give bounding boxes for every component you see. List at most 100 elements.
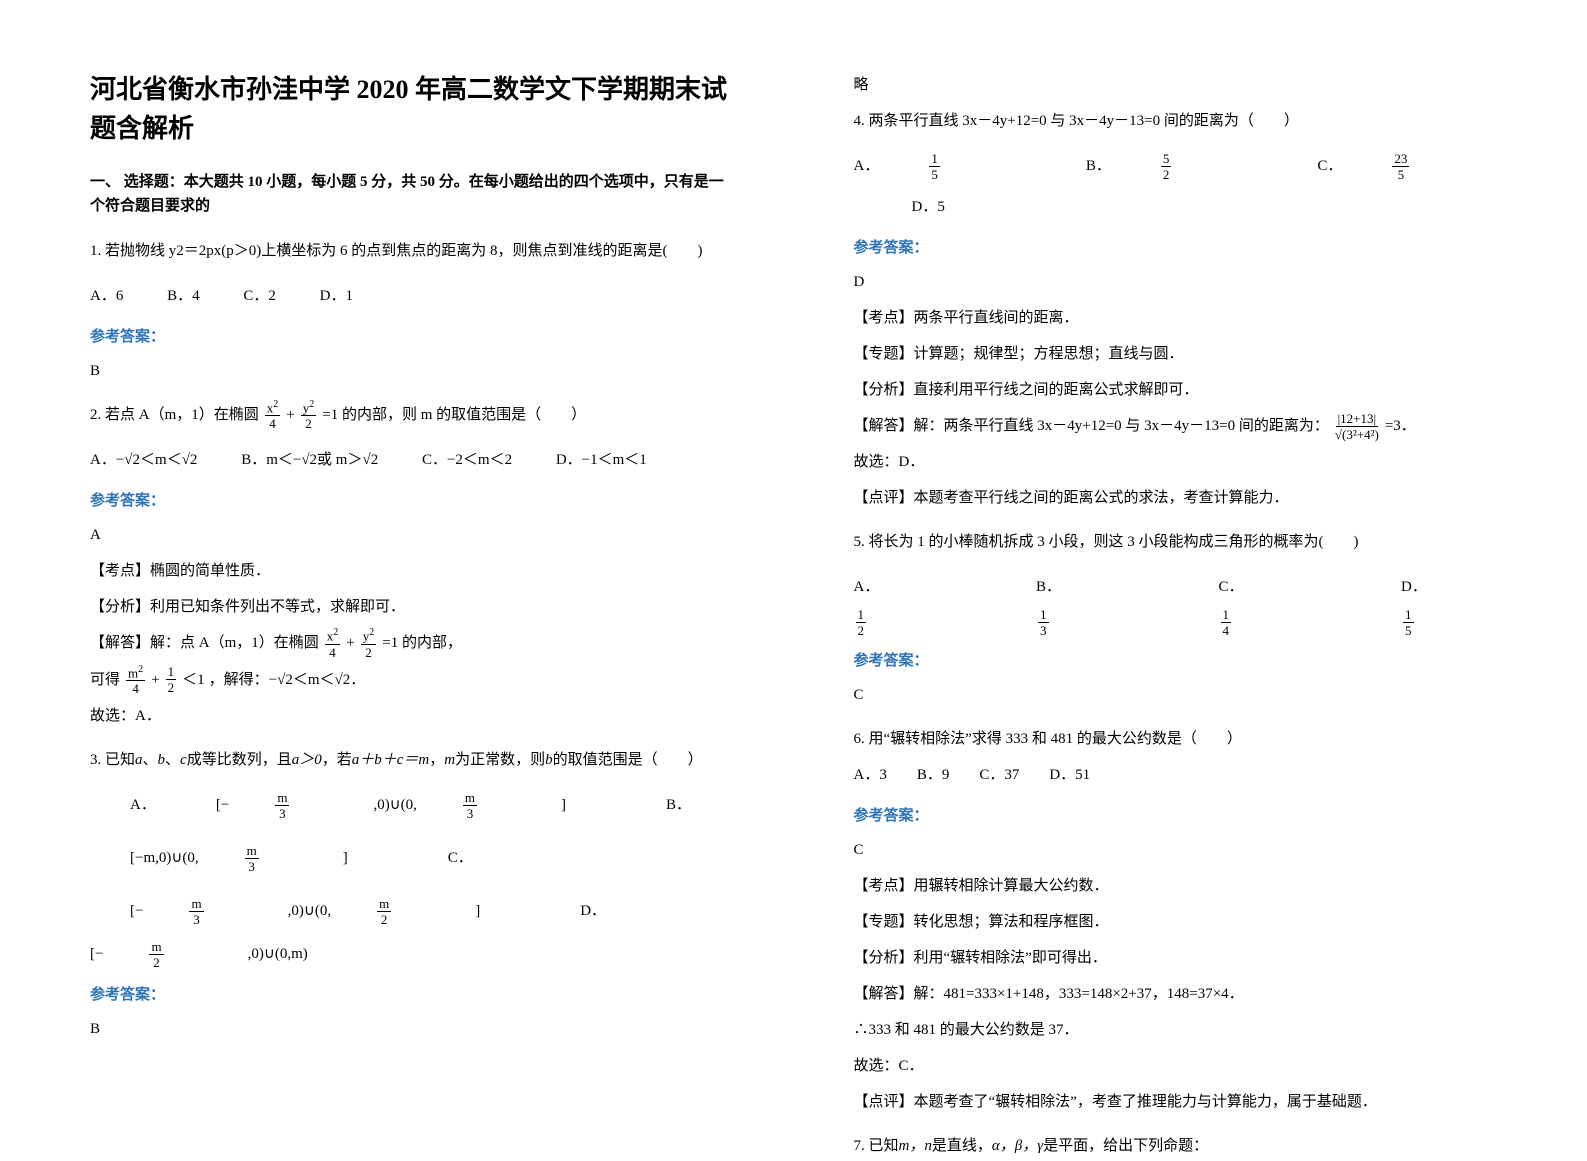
- q1-optA: A．6: [90, 288, 123, 304]
- q6-stem: 6. 用“辗转相除法”求得 333 和 481 的最大公约数是（ ）: [854, 724, 1498, 754]
- q2-kede: 可得: [90, 665, 120, 695]
- section-header: 一、 选择题：本大题共 10 小题，每小题 5 分，共 50 分。在每小题给出的…: [90, 170, 734, 218]
- num: 1: [856, 608, 867, 623]
- num: 1: [166, 665, 177, 680]
- q6-guxuan: 故选：C．: [854, 1051, 1498, 1081]
- frac-m-2: m2: [377, 897, 431, 926]
- num: m: [463, 791, 477, 806]
- txt: [−m,0)∪(0,: [130, 842, 199, 875]
- den: 4: [132, 681, 139, 695]
- q4-options: A． 15 B． 52 C． 235 D．5: [854, 150, 1498, 224]
- q1-options: A．6 B．4 C．2 D．1: [90, 280, 734, 313]
- q3-answer: B: [90, 1014, 734, 1044]
- frac: 13: [1038, 608, 1089, 637]
- q6-zhuanti: 【专题】转化思想；算法和程序框图．: [854, 907, 1498, 937]
- var-c: c: [180, 752, 187, 768]
- answer-label: 参考答案：: [854, 649, 1498, 670]
- q2-jieda1: 【解答】解：点 A（m，1）在椭圆 x2 4 + y2 2 =1 的内部，: [90, 628, 734, 658]
- txt: ，: [429, 752, 444, 768]
- num: m: [149, 940, 163, 955]
- frac-m-3c: m3: [245, 844, 299, 873]
- den: 2: [1163, 167, 1170, 181]
- labelB: B．: [1086, 150, 1111, 183]
- q6-options: A．3 B．9 C．37 D．51: [854, 760, 1498, 790]
- q2-options: A．−√2＜m＜√2 B．m＜−√2或 m＞√2 C．−2＜m＜2 D．−1＜m…: [90, 444, 734, 477]
- frac-m-3d: m3: [189, 897, 243, 926]
- q4-kaodian: 【考点】两条平行直线间的距离．: [854, 303, 1498, 333]
- q3-stem: 3. 已知a、b、c成等比数列，且a＞0，若a＋b＋c＝m，m为正常数，则b的取…: [90, 745, 734, 775]
- plus: +: [286, 400, 294, 430]
- q2-fenxi: 【分析】利用已知条件列出不等式，求解即可．: [90, 592, 734, 622]
- frac-dist: |12+13| √(3²+4²): [1335, 412, 1379, 441]
- answer-label: 参考答案：: [854, 236, 1498, 257]
- q2-jieda-mid: =1 的内部，: [382, 628, 462, 658]
- q5-options: A．12 B．13 C．14 D．15: [854, 571, 1498, 637]
- num: 1: [1403, 608, 1414, 623]
- labelC: C．: [1219, 571, 1244, 604]
- labelA: A．: [854, 571, 880, 604]
- frac-x2-4b: x2 4: [325, 628, 341, 658]
- txt: 、: [165, 752, 180, 768]
- num: 23: [1392, 152, 1409, 167]
- q6-dianping: 【点评】本题考查了“辗转相除法”，考查了推理能力与计算能力，属于基础题．: [854, 1087, 1498, 1117]
- frac: 14: [1221, 608, 1272, 637]
- q6-answer: C: [854, 835, 1498, 865]
- q2-optA: A．−√2＜m＜√2: [90, 452, 197, 468]
- frac-m-2b: m2: [149, 940, 203, 969]
- frac-y2-2b: y2 2: [361, 628, 377, 658]
- q1-optB: B．4: [167, 288, 200, 304]
- frac-x2-4: x2 4: [265, 400, 281, 430]
- q6-jieda: 【解答】解：481=333×1+148，333=148×2+37，148=37×…: [854, 979, 1498, 1009]
- q4-guxuan: 故选：D．: [854, 447, 1498, 477]
- frac-1-2: 1 2: [166, 665, 177, 694]
- den: 3: [467, 806, 474, 820]
- labelA: A．: [854, 150, 880, 183]
- den: 5: [931, 167, 938, 181]
- txt: 7. 已知: [854, 1138, 899, 1154]
- q5-stem: 5. 将长为 1 的小棒随机拆成 3 小段，则这 3 小段能构成三角形的概率为(…: [854, 527, 1498, 557]
- var-b: b: [545, 752, 553, 768]
- txt: ,0)∪(0,: [288, 895, 331, 928]
- lt1: ＜1: [182, 665, 205, 695]
- labelA: A．: [130, 789, 156, 822]
- den: 4: [329, 645, 336, 659]
- q2-optB: B．m＜−√2或 m＞√2: [241, 452, 378, 468]
- answer-label: 参考答案：: [90, 489, 734, 510]
- txt: 【解答】解：两条平行直线 3x－4y+12=0 与 3x－4y－13=0 间的距…: [854, 411, 1329, 441]
- q6-jieda2: ∴333 和 481 的最大公约数是 37．: [854, 1015, 1498, 1045]
- var-mn: m，n: [899, 1138, 932, 1154]
- den: 5: [1398, 167, 1405, 181]
- txt: =3．: [1385, 411, 1416, 441]
- frac-23-5: 235: [1392, 152, 1449, 181]
- q4-dianping: 【点评】本题考查平行线之间的距离公式的求法，考查计算能力．: [854, 483, 1498, 513]
- den: 2: [153, 955, 160, 969]
- q4-fenxi: 【分析】直接利用平行线之间的距离公式求解即可．: [854, 375, 1498, 405]
- var-a: a: [135, 752, 143, 768]
- den: 2: [168, 680, 175, 694]
- num: m: [275, 791, 289, 806]
- q5-answer: C: [854, 680, 1498, 710]
- num: 5: [1161, 152, 1172, 167]
- q6-kaodian: 【考点】用辗转相除计算最大公约数．: [854, 871, 1498, 901]
- q1-stem: 1. 若抛物线 y2＝2px(p＞0)上横坐标为 6 的点到焦点的距离为 8，则…: [90, 236, 734, 266]
- txt: 是直线，: [932, 1138, 992, 1154]
- cond: a＋b＋c＝m: [352, 752, 430, 768]
- txt: ,0)∪(0,m): [248, 938, 308, 971]
- num: m: [377, 897, 391, 912]
- txt: ，若: [322, 752, 352, 768]
- answer-label: 参考答案：: [90, 983, 734, 1004]
- frac-5-2: 52: [1161, 152, 1212, 181]
- labelB: B．: [666, 789, 691, 822]
- txt: 为正常数，则: [455, 752, 545, 768]
- q2-kaodian: 【考点】椭圆的简单性质．: [90, 556, 734, 586]
- frac-m-3: m3: [275, 791, 329, 820]
- q3-optC: [− m3 ,0)∪(0, m2 ]: [130, 895, 520, 928]
- q3-options-row1: A． [− m3 ,0)∪(0, m3 ] B． [−m,0)∪(0, m3 ]…: [130, 789, 734, 928]
- den: 3: [279, 806, 286, 820]
- q1-answer: B: [90, 356, 734, 386]
- labelD: D．5: [912, 191, 945, 224]
- q2-jieda-pre: 【解答】解：点 A（m，1）在椭圆: [90, 628, 319, 658]
- var-m: m: [444, 752, 455, 768]
- txt: ]: [475, 895, 480, 928]
- frac-m-3b: m3: [463, 791, 517, 820]
